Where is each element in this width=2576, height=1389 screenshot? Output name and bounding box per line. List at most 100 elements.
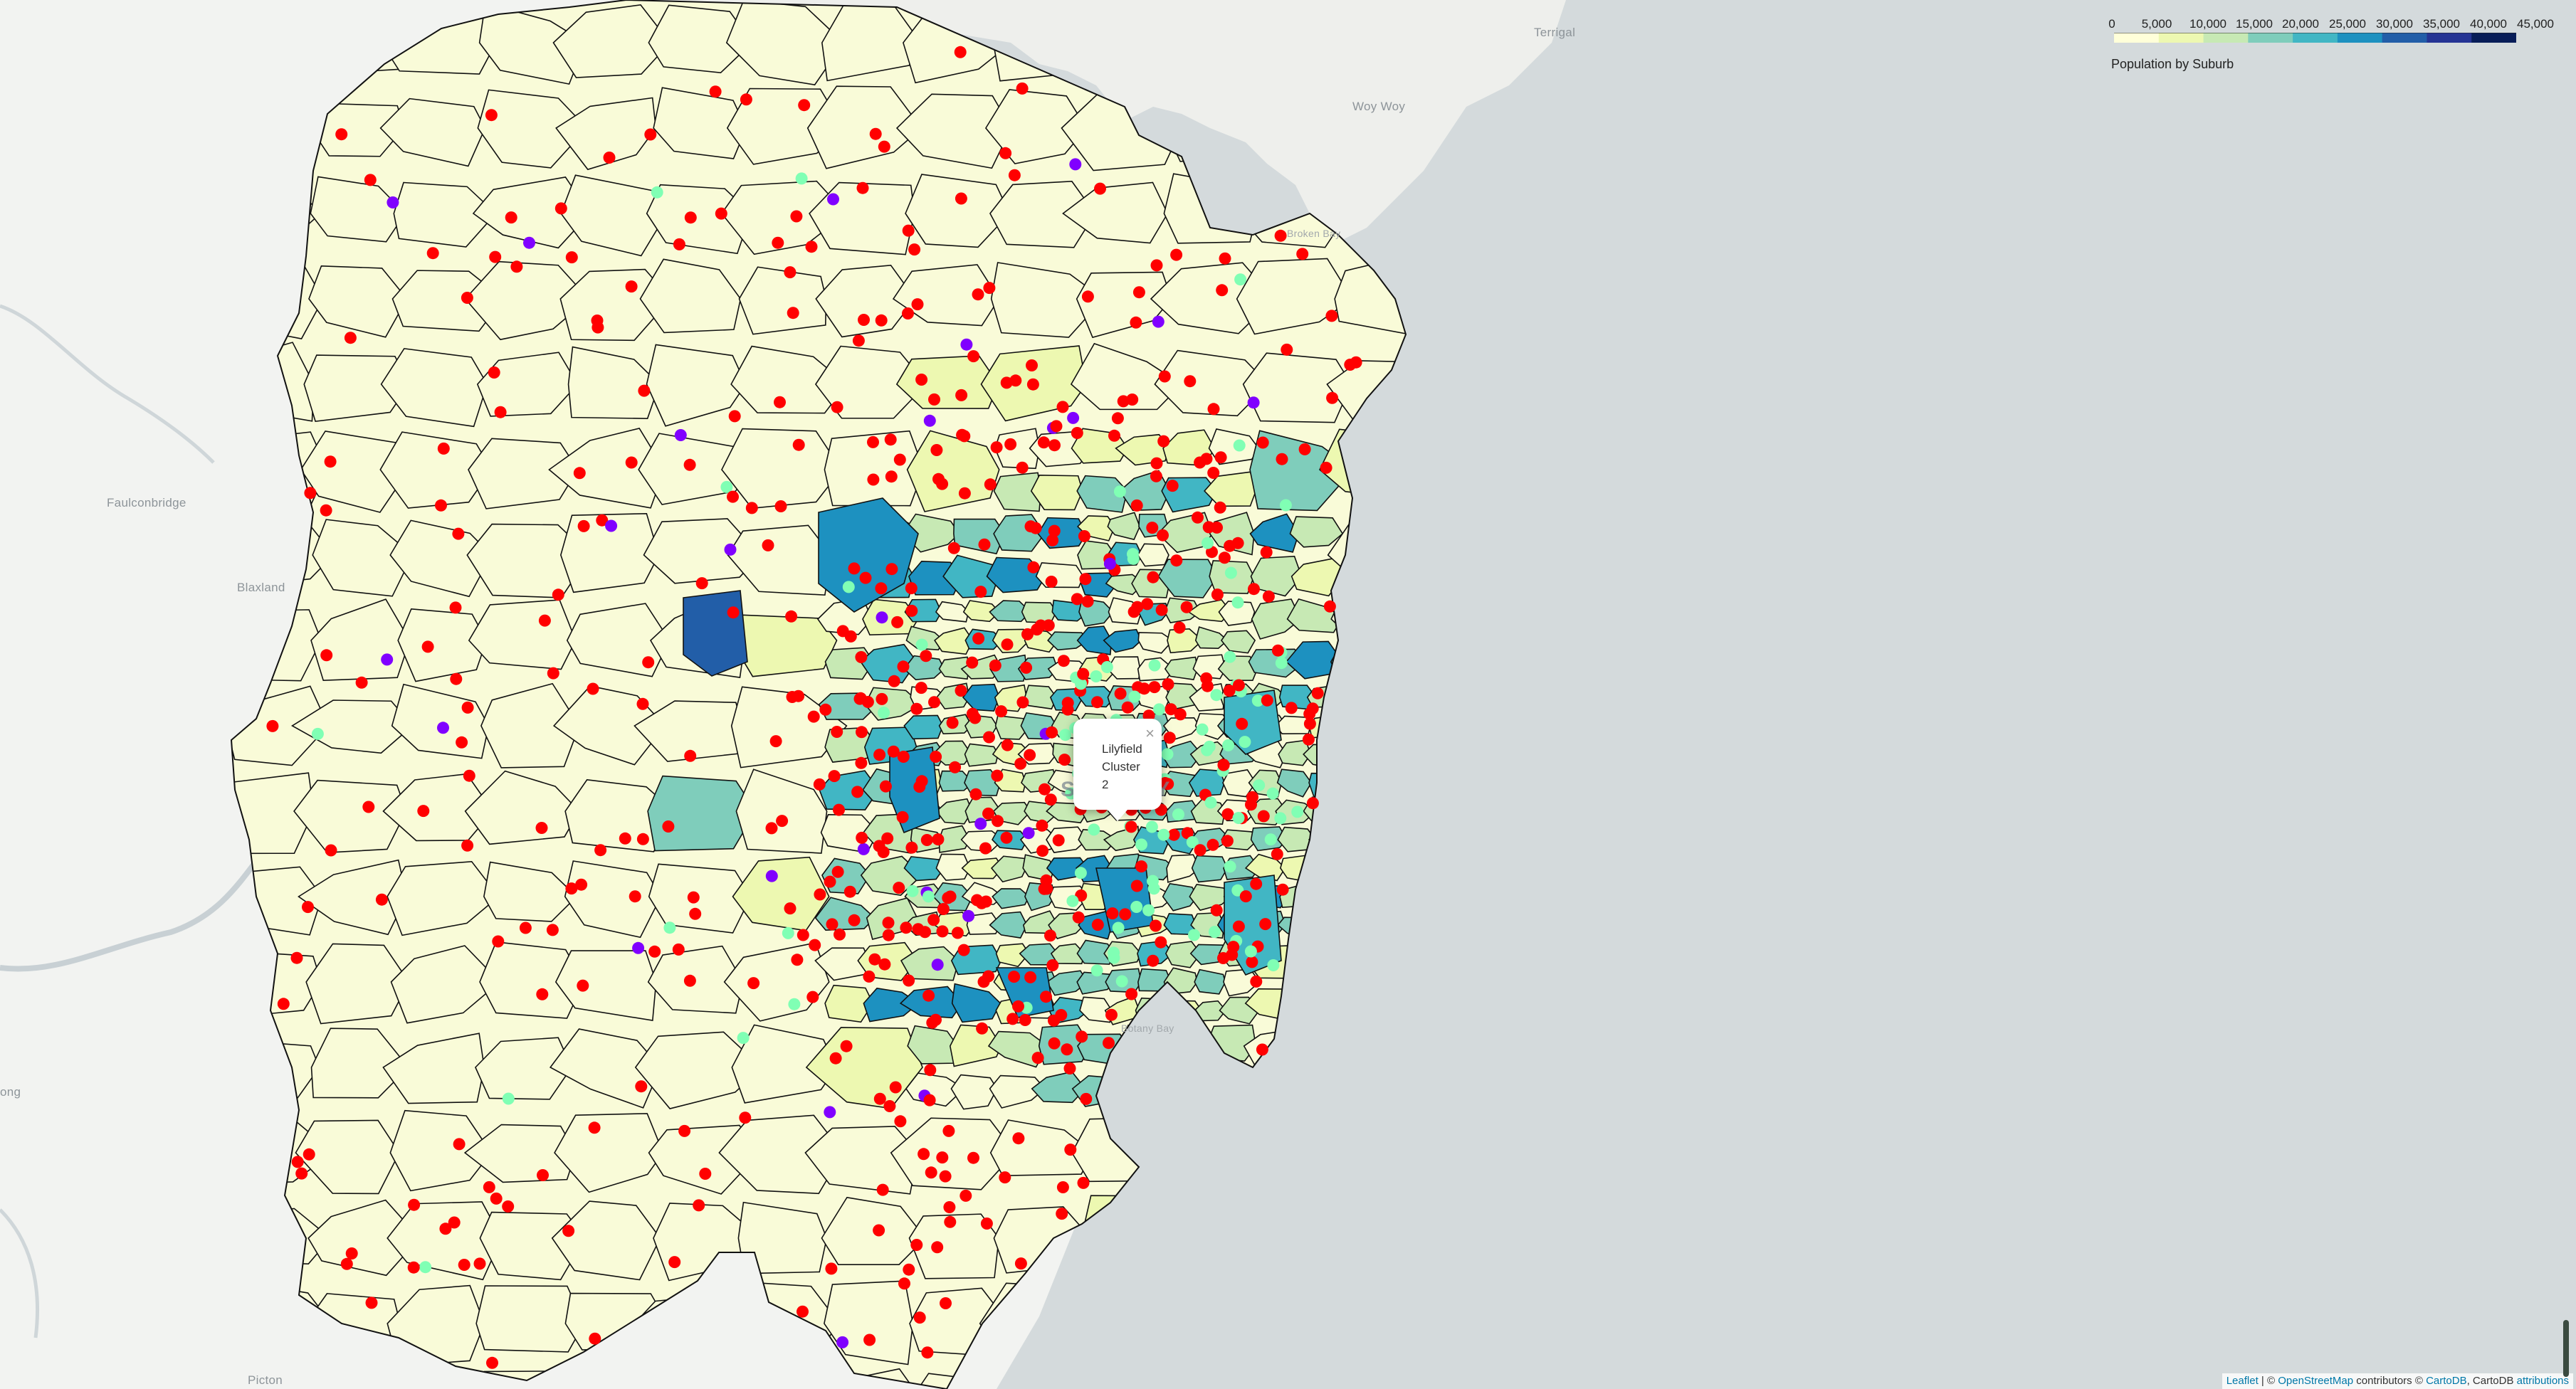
suburb-polygon[interactable]: [735, 769, 828, 854]
cluster-marker-red[interactable]: [668, 1256, 681, 1269]
suburb-polygon[interactable]: [1331, 731, 1385, 763]
cluster-marker-red[interactable]: [1044, 929, 1056, 942]
suburb-polygon[interactable]: [477, 89, 588, 169]
cluster-marker-red[interactable]: [856, 726, 868, 739]
suburb-polygon[interactable]: [982, 1375, 1102, 1389]
suburb-polygon[interactable]: [989, 1074, 1046, 1109]
suburb-polygon[interactable]: [1250, 555, 1303, 597]
suburb-polygon[interactable]: [653, 87, 747, 159]
cluster-marker-red[interactable]: [699, 1168, 712, 1180]
suburb-polygon[interactable]: [1189, 884, 1232, 912]
cluster-marker-red[interactable]: [1221, 835, 1234, 847]
cluster-marker-red[interactable]: [858, 314, 870, 326]
cluster-marker-red[interactable]: [921, 1346, 934, 1359]
cluster-marker-green[interactable]: [906, 884, 919, 897]
cluster-marker-red[interactable]: [843, 885, 856, 898]
suburb-polygon[interactable]: [1191, 855, 1229, 883]
cluster-marker-red[interactable]: [1194, 844, 1206, 857]
cluster-marker-red[interactable]: [1210, 904, 1223, 917]
cluster-marker-red[interactable]: [1320, 461, 1332, 474]
suburb-polygon[interactable]: [804, 1126, 919, 1195]
cluster-marker-red[interactable]: [972, 632, 985, 645]
suburb-polygon[interactable]: [1164, 656, 1199, 680]
suburb-polygon[interactable]: [814, 345, 927, 419]
cluster-marker-green[interactable]: [788, 998, 801, 1010]
suburb-polygon[interactable]: [555, 97, 657, 171]
cluster-marker-red[interactable]: [1014, 1257, 1027, 1270]
cluster-marker-red[interactable]: [896, 810, 909, 823]
cluster-marker-red[interactable]: [1150, 919, 1162, 932]
cluster-marker-red[interactable]: [939, 1170, 952, 1183]
cluster-marker-red[interactable]: [1072, 911, 1085, 924]
cluster-marker-red[interactable]: [1192, 511, 1204, 524]
cluster-marker-red[interactable]: [1052, 834, 1065, 847]
suburb-polygon[interactable]: [824, 1280, 914, 1366]
suburb-polygon[interactable]: [1325, 1367, 1427, 1389]
cluster-marker-red[interactable]: [885, 563, 898, 576]
cluster-marker-red[interactable]: [942, 892, 955, 904]
suburb-polygon[interactable]: [474, 1037, 572, 1100]
cluster-marker-red[interactable]: [1276, 453, 1288, 465]
cluster-marker-red[interactable]: [930, 1013, 942, 1026]
cluster-marker-green[interactable]: [1074, 867, 1087, 880]
suburb-polygon[interactable]: [1249, 513, 1300, 553]
cluster-marker-red[interactable]: [1224, 539, 1236, 552]
suburb-polygon[interactable]: [480, 682, 580, 769]
suburb-polygon[interactable]: [483, 861, 578, 922]
cluster-marker-red[interactable]: [546, 924, 559, 936]
suburb-polygon[interactable]: [900, 946, 960, 981]
suburb-polygon[interactable]: [1370, 640, 1431, 682]
cluster-marker-red[interactable]: [902, 307, 914, 319]
suburb-polygon[interactable]: [725, 0, 845, 86]
cluster-marker-red[interactable]: [1130, 499, 1143, 512]
cluster-marker-red[interactable]: [905, 604, 918, 617]
suburb-polygon[interactable]: [738, 266, 827, 335]
suburb-polygon[interactable]: [479, 1211, 586, 1281]
cluster-marker-red[interactable]: [1256, 436, 1269, 449]
cluster-marker-red[interactable]: [807, 710, 820, 723]
cluster-marker-red[interactable]: [875, 314, 888, 327]
cluster-marker-green[interactable]: [311, 727, 324, 740]
suburb-polygon[interactable]: [1379, 853, 1434, 893]
suburb-polygon[interactable]: [1308, 884, 1345, 912]
cluster-marker-red[interactable]: [1162, 778, 1174, 791]
cluster-marker-red[interactable]: [1206, 546, 1218, 559]
cluster-marker-red[interactable]: [715, 207, 727, 220]
suburb-polygon[interactable]: [815, 264, 916, 338]
suburb-polygon[interactable]: [1062, 181, 1169, 244]
cluster-marker-red[interactable]: [879, 780, 892, 793]
cluster-marker-red[interactable]: [984, 478, 997, 491]
cluster-marker-red[interactable]: [362, 801, 375, 813]
cluster-marker-red[interactable]: [635, 1080, 648, 1093]
cluster-marker-red[interactable]: [1271, 644, 1284, 657]
cluster-marker-green[interactable]: [1135, 838, 1147, 851]
cluster-marker-red[interactable]: [1207, 467, 1220, 479]
cluster-marker-red[interactable]: [955, 389, 968, 401]
cluster-marker-red[interactable]: [519, 921, 532, 934]
cluster-marker-red[interactable]: [869, 127, 882, 140]
cluster-marker-green[interactable]: [1186, 836, 1199, 848]
suburb-polygon[interactable]: [559, 512, 660, 593]
cluster-marker-red[interactable]: [587, 682, 599, 695]
suburb-polygon[interactable]: [950, 1074, 998, 1110]
suburb-polygon[interactable]: [390, 945, 501, 1024]
cluster-marker-red[interactable]: [923, 1094, 936, 1107]
cluster-marker-red[interactable]: [636, 697, 649, 710]
cluster-marker-red[interactable]: [915, 682, 927, 694]
cluster-marker-red[interactable]: [1298, 443, 1311, 455]
suburb-polygon[interactable]: [1161, 1201, 1256, 1280]
cluster-marker-red[interactable]: [1114, 687, 1127, 700]
suburb-polygon[interactable]: [564, 1292, 669, 1351]
cluster-marker-red[interactable]: [1232, 920, 1245, 933]
cluster-marker-red[interactable]: [966, 707, 979, 720]
cluster-marker-red[interactable]: [833, 803, 845, 816]
cluster-marker-red[interactable]: [936, 1151, 949, 1164]
cluster-marker-red[interactable]: [375, 893, 388, 906]
cluster-marker-red[interactable]: [1021, 628, 1034, 640]
cluster-marker-red[interactable]: [1079, 573, 1092, 586]
suburb-polygon[interactable]: [1137, 543, 1169, 567]
cluster-marker-red[interactable]: [1012, 1000, 1024, 1013]
cluster-marker-red[interactable]: [492, 935, 505, 948]
cluster-marker-red[interactable]: [927, 914, 940, 926]
cluster-marker-red[interactable]: [889, 1081, 902, 1094]
